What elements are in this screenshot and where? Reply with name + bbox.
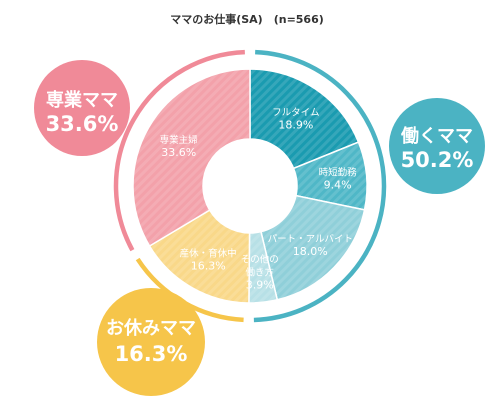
pie-slice-texture — [133, 69, 250, 246]
group-arc — [253, 49, 387, 323]
slice-value-label: 9.4% — [324, 179, 352, 192]
slice-category-label: 働き方 — [245, 266, 274, 278]
pie-slice-texture — [293, 142, 367, 210]
slice-value-label: 16.3% — [191, 259, 226, 272]
chart-title: ママのお仕事(SA) (n=566) — [170, 13, 324, 26]
slice-category-label: 専業主婦 — [160, 134, 198, 146]
slice-category-label: フルタイム — [272, 108, 319, 119]
pie-slice-texture — [248, 231, 278, 303]
slice-category-label: 産休・育休中 — [180, 247, 237, 259]
pie-slice-texture — [149, 210, 250, 303]
slice-value-label: 33.6% — [161, 146, 196, 159]
badge-hataraku-name: 働くママ — [401, 126, 473, 147]
badge-oyasumi-mama: お休みママ 16.3% — [97, 288, 205, 396]
slice-category-label: 時短勤務 — [319, 167, 358, 179]
badge-hataraku-mama: 働くママ 50.2% — [389, 98, 485, 194]
badge-senjo-mama: 専業ママ 33.6% — [34, 60, 130, 156]
badge-hataraku-value: 50.2% — [400, 148, 474, 172]
badge-oyasumi-value: 16.3% — [114, 342, 188, 366]
badge-senjo-name: 専業ママ — [46, 90, 118, 111]
pie-slice-texture — [260, 195, 365, 300]
slice-value-label: 3.9% — [246, 278, 274, 291]
badge-oyasumi-name: お休みママ — [106, 318, 196, 339]
pie-slice-texture — [250, 69, 359, 169]
group-arc — [113, 49, 245, 252]
slice-category-label: パート・アルバイト — [268, 234, 353, 245]
slice-value-label: 18.0% — [293, 245, 328, 258]
slice-category-label: その他の — [241, 253, 279, 265]
badge-senjo-value: 33.6% — [45, 112, 119, 136]
slice-value-label: 18.9% — [278, 119, 313, 132]
